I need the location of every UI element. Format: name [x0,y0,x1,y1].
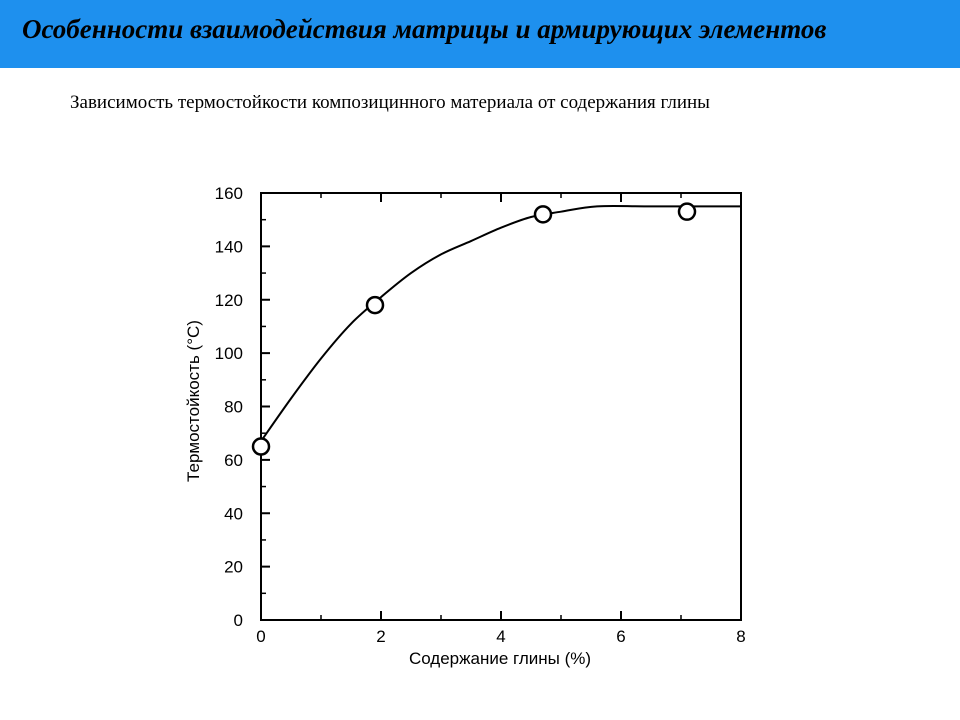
slide-title: Особенности взаимодействия матрицы и арм… [22,14,827,44]
fit-curve [260,204,741,442]
y-tick-label: 120 [215,291,243,310]
slide-subtitle: Зависимость термостойкости композицинног… [70,92,710,113]
y-tick-label: 20 [224,558,243,577]
y-tick-label: 0 [234,611,243,630]
x-tick-label: 4 [496,627,505,646]
data-point [533,205,553,224]
data-point [365,295,385,315]
y-tick-label: 80 [224,398,243,417]
title-bar: Особенности взаимодействия матрицы и арм… [0,0,960,68]
y-tick-label: 60 [224,451,243,470]
y-tick-label: 140 [215,237,243,256]
x-tick-label: 2 [376,627,385,646]
data-point [251,437,271,456]
plot-frame [260,192,742,621]
data-point [677,202,697,221]
x-tick-label: 8 [736,627,745,646]
x-tick-label: 0 [256,627,265,646]
y-axis-label: Термостойкость (°C) [184,320,203,482]
x-axis-label: Содержание глины (%) [409,649,591,668]
x-tick-label: 6 [616,627,625,646]
y-tick-label: 100 [215,344,243,363]
y-tick-label: 40 [224,504,243,523]
y-tick-label: 160 [215,184,243,203]
